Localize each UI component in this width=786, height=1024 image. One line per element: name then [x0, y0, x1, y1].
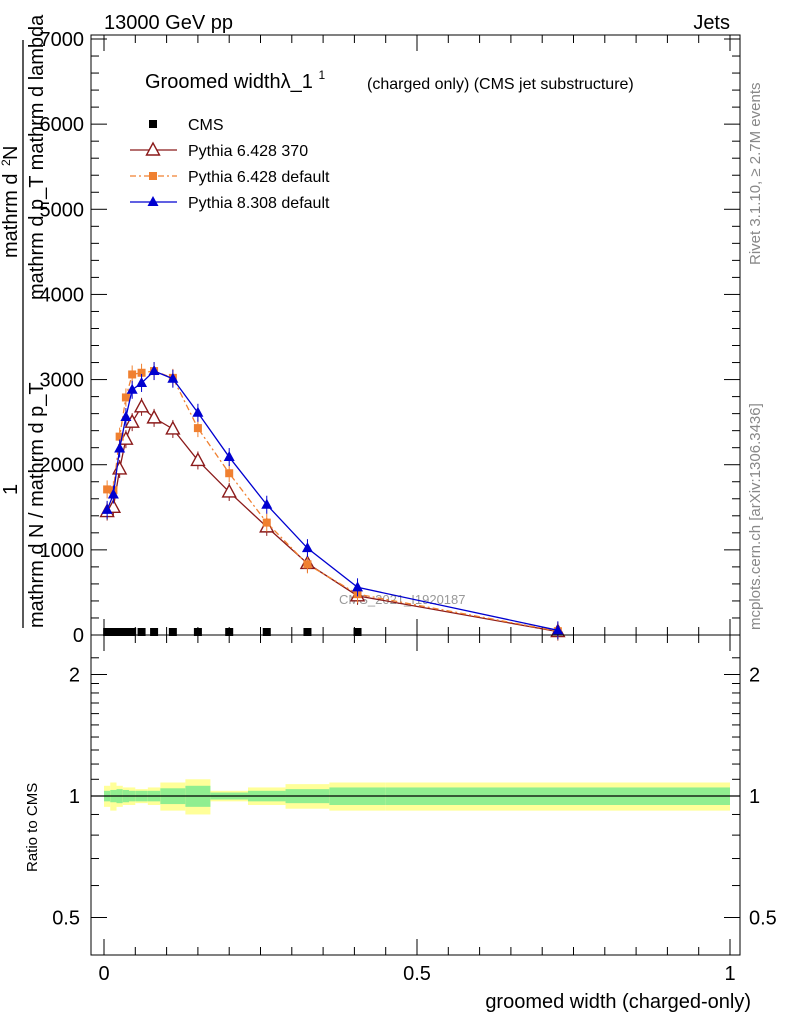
- y-label-n: N: [0, 146, 22, 160]
- data-point: [353, 628, 362, 636]
- chart-title: Groomed widthλ_1 1: [145, 68, 325, 93]
- data-point: [165, 420, 181, 435]
- data-point: [115, 432, 124, 441]
- series-3: [101, 362, 564, 640]
- data-point: [301, 542, 313, 553]
- data-point: [133, 398, 150, 413]
- data-point: [225, 469, 234, 478]
- main-y-tick-label: 6000: [40, 114, 85, 136]
- legend-marker: [145, 141, 161, 156]
- data-point: [124, 413, 140, 428]
- data-point: [126, 383, 138, 394]
- legend-marker: [149, 120, 157, 128]
- ratio-y-axis-label: Ratio to CMS: [24, 783, 41, 872]
- header-process: Jets: [693, 12, 730, 34]
- data-point: [221, 483, 237, 498]
- main-y-tick-label: 0: [73, 625, 84, 647]
- legend: CMS Pythia 6.428 370 Pythia 6.428 default P…: [130, 117, 330, 212]
- data-point: [114, 442, 126, 453]
- ratio-y-tick-label-right: 0.5: [749, 908, 777, 930]
- data-point: [137, 368, 146, 377]
- data-point: [192, 406, 204, 417]
- mcplots-label: mcplots.cern.ch [arXiv:1306.3436]: [747, 403, 764, 630]
- chart-subtitle: (charged only) (CMS jet substructure): [367, 76, 634, 93]
- data-point: [303, 628, 312, 636]
- main-y-tick-label: 2000: [40, 455, 85, 477]
- data-point: [136, 376, 148, 387]
- x-tick-label: 1: [724, 963, 735, 985]
- data-point: [148, 365, 160, 376]
- data-point: [193, 424, 202, 433]
- ratio-y-tick-labels: 0.5 0.5 1 1 2 2: [52, 665, 777, 930]
- data-point: [128, 628, 137, 636]
- ratio-y-tick-label: 0.5: [52, 908, 80, 930]
- data-point: [262, 518, 271, 527]
- data-point: [223, 451, 235, 462]
- data-point: [105, 498, 122, 513]
- data-point: [121, 628, 130, 636]
- y-label-top: mathrm d: [0, 174, 22, 258]
- data-point: [552, 624, 564, 635]
- data-point: [150, 628, 159, 636]
- y-label-bottom: mathrm d p_T mathrm d lambda: [26, 14, 48, 300]
- main-series-layer: [99, 362, 566, 641]
- data-point: [146, 409, 162, 424]
- ratio-panel-frame: [90, 634, 741, 956]
- data-point: [103, 485, 112, 494]
- data-point: [103, 628, 112, 636]
- ratio-y-tick-label: 2: [69, 665, 80, 687]
- data-point: [109, 628, 118, 636]
- data-point: [101, 503, 113, 514]
- y-label-denominator: mathrm d N / mathrm d p_T: [26, 382, 48, 628]
- data-point: [107, 488, 119, 499]
- data-point: [137, 628, 146, 636]
- main-y-tick-label: 7000: [40, 29, 85, 51]
- header-collision: 13000 GeV pp: [104, 12, 233, 34]
- data-point: [168, 628, 177, 636]
- y-label-top-sup: 2: [0, 159, 13, 166]
- data-point: [128, 370, 137, 379]
- data-point: [262, 628, 271, 636]
- data-point: [303, 560, 312, 569]
- ratio-y-tick-label-right: 1: [749, 786, 760, 808]
- x-axis-label: groomed width (charged-only): [485, 991, 751, 1013]
- main-y-tick-label: 3000: [40, 370, 85, 392]
- legend-label: Pythia 6.428 default: [188, 169, 330, 186]
- data-point: [225, 628, 234, 636]
- x-tick-labels: 0 0.5 1: [98, 963, 735, 985]
- legend-label: CMS: [188, 117, 224, 134]
- legend-marker: [147, 196, 159, 206]
- main-y-tick-labels: 0 1000 2000 3000 4000 5000 6000 7000: [40, 29, 85, 647]
- series-0: [103, 628, 362, 636]
- x-tick-label: 0.5: [403, 963, 431, 985]
- chart-title-main: Groomed widthλ_1: [145, 71, 313, 93]
- ratio-axis-ticks: [91, 635, 740, 955]
- legend-label: Pythia 6.428 370: [188, 143, 308, 160]
- data-point: [115, 628, 124, 636]
- data-point: [120, 411, 132, 422]
- series-line: [106, 370, 558, 631]
- rivet-label: Rivet 3.1.10, ≥ 2.7M events: [747, 83, 764, 266]
- data-point: [261, 498, 273, 509]
- data-point: [190, 451, 206, 467]
- data-point: [121, 393, 130, 402]
- main-y-tick-label: 1000: [40, 540, 85, 562]
- ratio-y-tick-label: 1: [69, 786, 80, 808]
- main-y-tick-label: 5000: [40, 199, 85, 221]
- ratio-uncertainty-bands: [104, 779, 730, 815]
- main-y-axis-label: 1 mathrm d N / mathrm d p_T mathrm d 2 N…: [0, 14, 48, 628]
- legend-label: Pythia 8.308 default: [188, 195, 330, 212]
- data-point: [352, 581, 364, 592]
- legend-marker: [149, 172, 157, 180]
- y-label-numerator: 1: [0, 484, 22, 495]
- chart-title-sup: 1: [318, 68, 325, 82]
- x-tick-label: 0: [98, 963, 109, 985]
- main-y-tick-label: 4000: [40, 284, 85, 306]
- ratio-y-tick-label-right: 2: [749, 665, 760, 687]
- data-point: [167, 372, 179, 383]
- data-point: [193, 628, 202, 636]
